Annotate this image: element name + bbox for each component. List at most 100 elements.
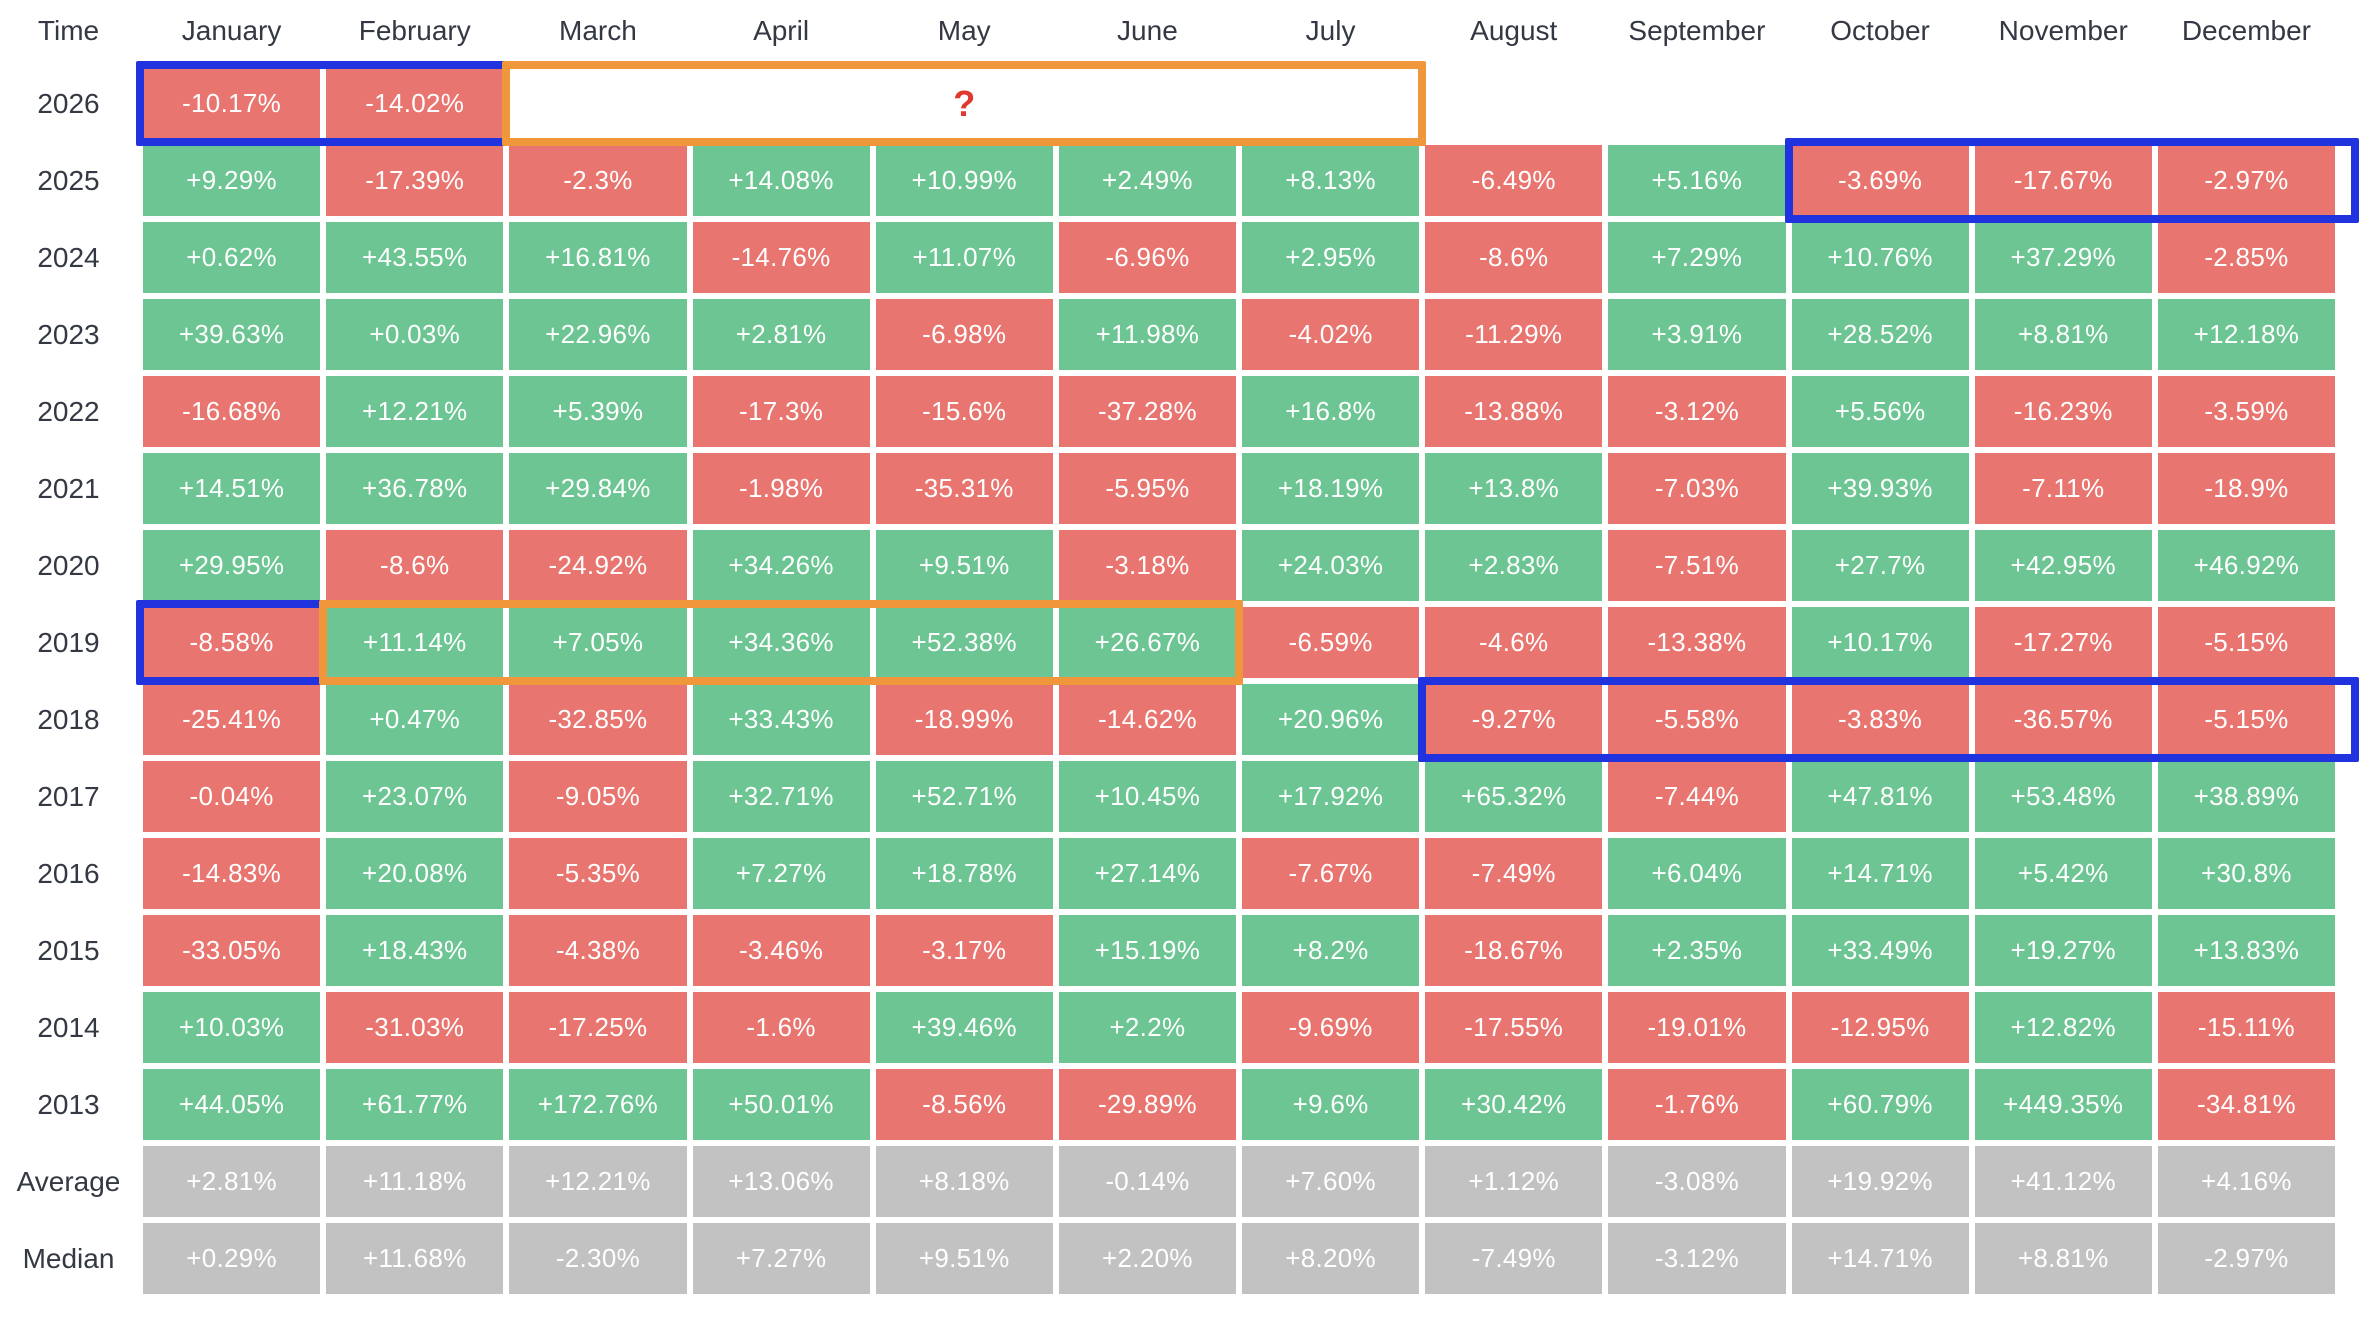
cell-2017-january[interactable]: -0.04% (143, 761, 321, 832)
cell-2015-october[interactable]: +33.49% (1791, 915, 1969, 986)
cell-2021-may[interactable]: -35.31% (875, 453, 1053, 524)
cell-2018-june[interactable]: -14.62% (1058, 684, 1236, 755)
cell-2024-september[interactable]: +7.29% (1608, 222, 1786, 293)
cell-2025-april[interactable]: +14.08% (692, 145, 870, 216)
cell-median-july[interactable]: +8.20% (1242, 1223, 1420, 1294)
cell-2024-july[interactable]: +2.95% (1242, 222, 1420, 293)
cell-2019-january[interactable]: -8.58% (143, 607, 321, 678)
cell-2023-february[interactable]: +0.03% (326, 299, 504, 370)
cell-2014-july[interactable]: -9.69% (1242, 992, 1420, 1063)
cell-2013-august[interactable]: +30.42% (1425, 1069, 1603, 1140)
cell-2017-october[interactable]: +47.81% (1791, 761, 1969, 832)
cell-2020-august[interactable]: +2.83% (1425, 530, 1603, 601)
cell-2017-december[interactable]: +38.89% (2157, 761, 2335, 832)
cell-2015-february[interactable]: +18.43% (326, 915, 504, 986)
cell-2026-february[interactable]: -14.02% (326, 68, 504, 139)
cell-average-october[interactable]: +19.92% (1791, 1146, 1969, 1217)
cell-2016-december[interactable]: +30.8% (2157, 838, 2335, 909)
cell-2016-january[interactable]: -14.83% (143, 838, 321, 909)
cell-average-february[interactable]: +11.18% (326, 1146, 504, 1217)
cell-2020-july[interactable]: +24.03% (1242, 530, 1420, 601)
cell-2021-december[interactable]: -18.9% (2157, 453, 2335, 524)
cell-median-november[interactable]: +8.81% (1974, 1223, 2152, 1294)
cell-2023-july[interactable]: -4.02% (1242, 299, 1420, 370)
cell-2016-november[interactable]: +5.42% (1974, 838, 2152, 909)
cell-2014-december[interactable]: -15.11% (2157, 992, 2335, 1063)
cell-average-april[interactable]: +13.06% (692, 1146, 870, 1217)
cell-2019-july[interactable]: -6.59% (1242, 607, 1420, 678)
cell-average-august[interactable]: +1.12% (1425, 1146, 1603, 1217)
cell-2015-december[interactable]: +13.83% (2157, 915, 2335, 986)
cell-2022-october[interactable]: +5.56% (1791, 376, 1969, 447)
cell-2020-december[interactable]: +46.92% (2157, 530, 2335, 601)
cell-2017-august[interactable]: +65.32% (1425, 761, 1603, 832)
cell-2014-january[interactable]: +10.03% (143, 992, 321, 1063)
cell-median-december[interactable]: -2.97% (2157, 1223, 2335, 1294)
cell-2022-november[interactable]: -16.23% (1974, 376, 2152, 447)
cell-2024-june[interactable]: -6.96% (1058, 222, 1236, 293)
cell-2024-february[interactable]: +43.55% (326, 222, 504, 293)
cell-2018-november[interactable]: -36.57% (1974, 684, 2152, 755)
cell-2020-october[interactable]: +27.7% (1791, 530, 1969, 601)
cell-2026-january[interactable]: -10.17% (143, 68, 321, 139)
cell-2015-march[interactable]: -4.38% (509, 915, 687, 986)
cell-median-january[interactable]: +0.29% (143, 1223, 321, 1294)
cell-2025-january[interactable]: +9.29% (143, 145, 321, 216)
cell-average-november[interactable]: +41.12% (1974, 1146, 2152, 1217)
cell-2025-june[interactable]: +2.49% (1058, 145, 1236, 216)
cell-2014-march[interactable]: -17.25% (509, 992, 687, 1063)
cell-2015-september[interactable]: +2.35% (1608, 915, 1786, 986)
cell-2017-february[interactable]: +23.07% (326, 761, 504, 832)
cell-2025-may[interactable]: +10.99% (875, 145, 1053, 216)
cell-2021-june[interactable]: -5.95% (1058, 453, 1236, 524)
cell-2017-april[interactable]: +32.71% (692, 761, 870, 832)
cell-2025-october[interactable]: -3.69% (1791, 145, 1969, 216)
cell-2023-june[interactable]: +11.98% (1058, 299, 1236, 370)
cell-2020-april[interactable]: +34.26% (692, 530, 870, 601)
cell-2018-february[interactable]: +0.47% (326, 684, 504, 755)
cell-2020-november[interactable]: +42.95% (1974, 530, 2152, 601)
cell-median-june[interactable]: +2.20% (1058, 1223, 1236, 1294)
cell-average-september[interactable]: -3.08% (1608, 1146, 1786, 1217)
cell-2019-april[interactable]: +34.36% (692, 607, 870, 678)
cell-2017-march[interactable]: -9.05% (509, 761, 687, 832)
cell-2019-may[interactable]: +52.38% (875, 607, 1053, 678)
cell-2018-may[interactable]: -18.99% (875, 684, 1053, 755)
cell-2025-august[interactable]: -6.49% (1425, 145, 1603, 216)
cell-2024-march[interactable]: +16.81% (509, 222, 687, 293)
cell-average-may[interactable]: +8.18% (875, 1146, 1053, 1217)
cell-2024-december[interactable]: -2.85% (2157, 222, 2335, 293)
cell-2019-august[interactable]: -4.6% (1425, 607, 1603, 678)
cell-2024-october[interactable]: +10.76% (1791, 222, 1969, 293)
cell-2023-august[interactable]: -11.29% (1425, 299, 1603, 370)
cell-2018-october[interactable]: -3.83% (1791, 684, 1969, 755)
cell-2024-april[interactable]: -14.76% (692, 222, 870, 293)
cell-2021-april[interactable]: -1.98% (692, 453, 870, 524)
cell-2014-september[interactable]: -19.01% (1608, 992, 1786, 1063)
cell-2015-june[interactable]: +15.19% (1058, 915, 1236, 986)
cell-2018-january[interactable]: -25.41% (143, 684, 321, 755)
cell-2025-december[interactable]: -2.97% (2157, 145, 2335, 216)
cell-2024-august[interactable]: -8.6% (1425, 222, 1603, 293)
cell-2022-august[interactable]: -13.88% (1425, 376, 1603, 447)
cell-2016-june[interactable]: +27.14% (1058, 838, 1236, 909)
cell-2023-december[interactable]: +12.18% (2157, 299, 2335, 370)
cell-2017-july[interactable]: +17.92% (1242, 761, 1420, 832)
cell-2013-october[interactable]: +60.79% (1791, 1069, 1969, 1140)
cell-2021-november[interactable]: -7.11% (1974, 453, 2152, 524)
cell-2017-may[interactable]: +52.71% (875, 761, 1053, 832)
cell-2020-january[interactable]: +29.95% (143, 530, 321, 601)
cell-2022-february[interactable]: +12.21% (326, 376, 504, 447)
cell-2016-july[interactable]: -7.67% (1242, 838, 1420, 909)
cell-2019-november[interactable]: -17.27% (1974, 607, 2152, 678)
cell-median-may[interactable]: +9.51% (875, 1223, 1053, 1294)
cell-2020-february[interactable]: -8.6% (326, 530, 504, 601)
cell-2023-march[interactable]: +22.96% (509, 299, 687, 370)
cell-2019-march[interactable]: +7.05% (509, 607, 687, 678)
cell-2014-october[interactable]: -12.95% (1791, 992, 1969, 1063)
cell-2014-may[interactable]: +39.46% (875, 992, 1053, 1063)
cell-2019-october[interactable]: +10.17% (1791, 607, 1969, 678)
cell-average-march[interactable]: +12.21% (509, 1146, 687, 1217)
cell-2013-june[interactable]: -29.89% (1058, 1069, 1236, 1140)
cell-2023-april[interactable]: +2.81% (692, 299, 870, 370)
